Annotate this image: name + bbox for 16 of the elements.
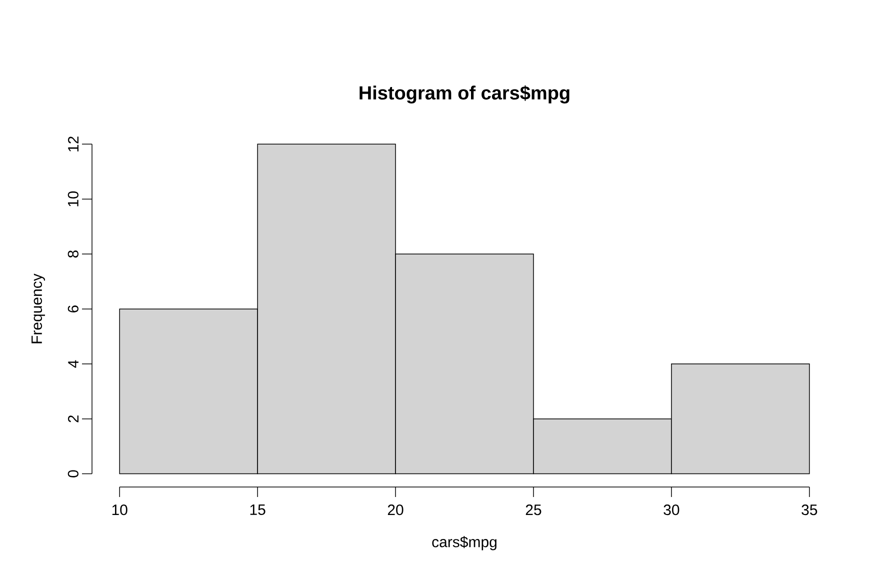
y-axis-title: Frequency <box>32 274 45 344</box>
y-tick-label: 10 <box>68 191 78 206</box>
y-tick-label: 6 <box>68 305 78 312</box>
x-axis-title: cars$mpg <box>432 536 496 550</box>
x-tick-label: 30 <box>664 504 680 516</box>
y-tick-label: 12 <box>68 136 78 152</box>
x-tick-label: 20 <box>388 504 404 516</box>
x-tick-label: 15 <box>250 504 266 515</box>
x-tick-label: 35 <box>802 504 818 516</box>
x-tick-label: 25 <box>526 504 542 516</box>
y-tick-label: 2 <box>68 415 78 422</box>
y-tick-label: 4 <box>68 360 78 368</box>
y-tick-label: 8 <box>68 250 78 258</box>
chart-title: Histogram of cars$mpg <box>360 85 570 104</box>
x-tick-label: 10 <box>112 504 128 516</box>
y-tick-label: 0 <box>68 470 78 478</box>
